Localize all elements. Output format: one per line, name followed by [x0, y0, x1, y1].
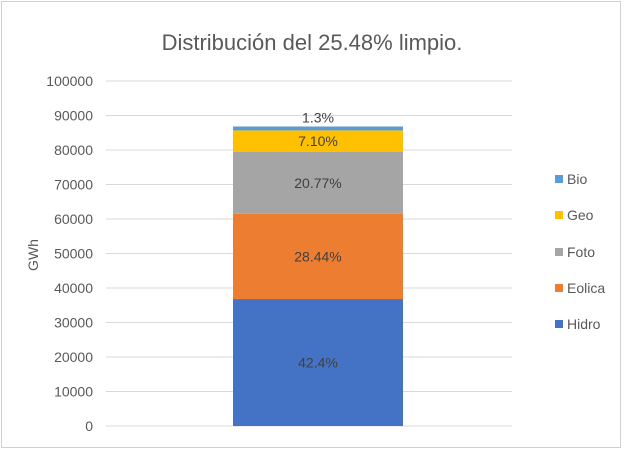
data-label-foto: 20.77% — [294, 175, 341, 191]
legend-label-foto: Foto — [567, 244, 595, 260]
y-tick-label: 50000 — [54, 246, 93, 262]
y-tick-label: 90000 — [54, 108, 93, 124]
bar-segments — [233, 126, 403, 426]
y-tick-label: 20000 — [54, 349, 93, 365]
legend-swatch-hidro — [555, 320, 563, 328]
y-tick-label: 0 — [85, 418, 93, 434]
legend-label-hidro: Hidro — [567, 316, 601, 332]
chart-title: Distribución del 25.48% limpio. — [162, 30, 463, 55]
legend-swatch-eolica — [555, 284, 563, 292]
legend-swatch-foto — [555, 248, 563, 256]
bar-segment-hidro — [233, 299, 403, 426]
y-tick-labels: 0 10000 20000 30000 40000 50000 60000 70000 8000… — [46, 73, 93, 434]
data-label-hidro: 42.4% — [298, 355, 338, 371]
y-axis-label: GWh — [25, 239, 41, 271]
legend-label-bio: Bio — [567, 171, 587, 187]
legend: Bio Geo Foto Eolica Hidro — [555, 171, 605, 332]
data-label-eolica: 28.44% — [294, 248, 341, 264]
y-tick-label: 70000 — [54, 177, 93, 193]
y-tick-label: 40000 — [54, 280, 93, 296]
y-tick-label: 80000 — [54, 142, 93, 158]
y-tick-label: 30000 — [54, 315, 93, 331]
bar-segment-foto — [233, 151, 403, 214]
y-tick-label: 60000 — [54, 211, 93, 227]
legend-label-eolica: Eolica — [567, 280, 605, 296]
data-labels: 42.4% 28.44% 20.77% 7.10% 1.3% — [294, 110, 341, 371]
bar-segment-bio — [233, 126, 403, 131]
legend-label-geo: Geo — [567, 207, 594, 223]
bar-segment-eolica — [233, 213, 403, 300]
data-label-bio: 1.3% — [302, 110, 334, 126]
legend-swatch-geo — [555, 211, 563, 219]
legend-swatch-bio — [555, 175, 563, 183]
y-tick-label: 100000 — [46, 73, 93, 89]
bar-segment-geo — [233, 130, 403, 152]
y-tick-label: 10000 — [54, 384, 93, 400]
data-label-geo: 7.10% — [298, 133, 338, 149]
